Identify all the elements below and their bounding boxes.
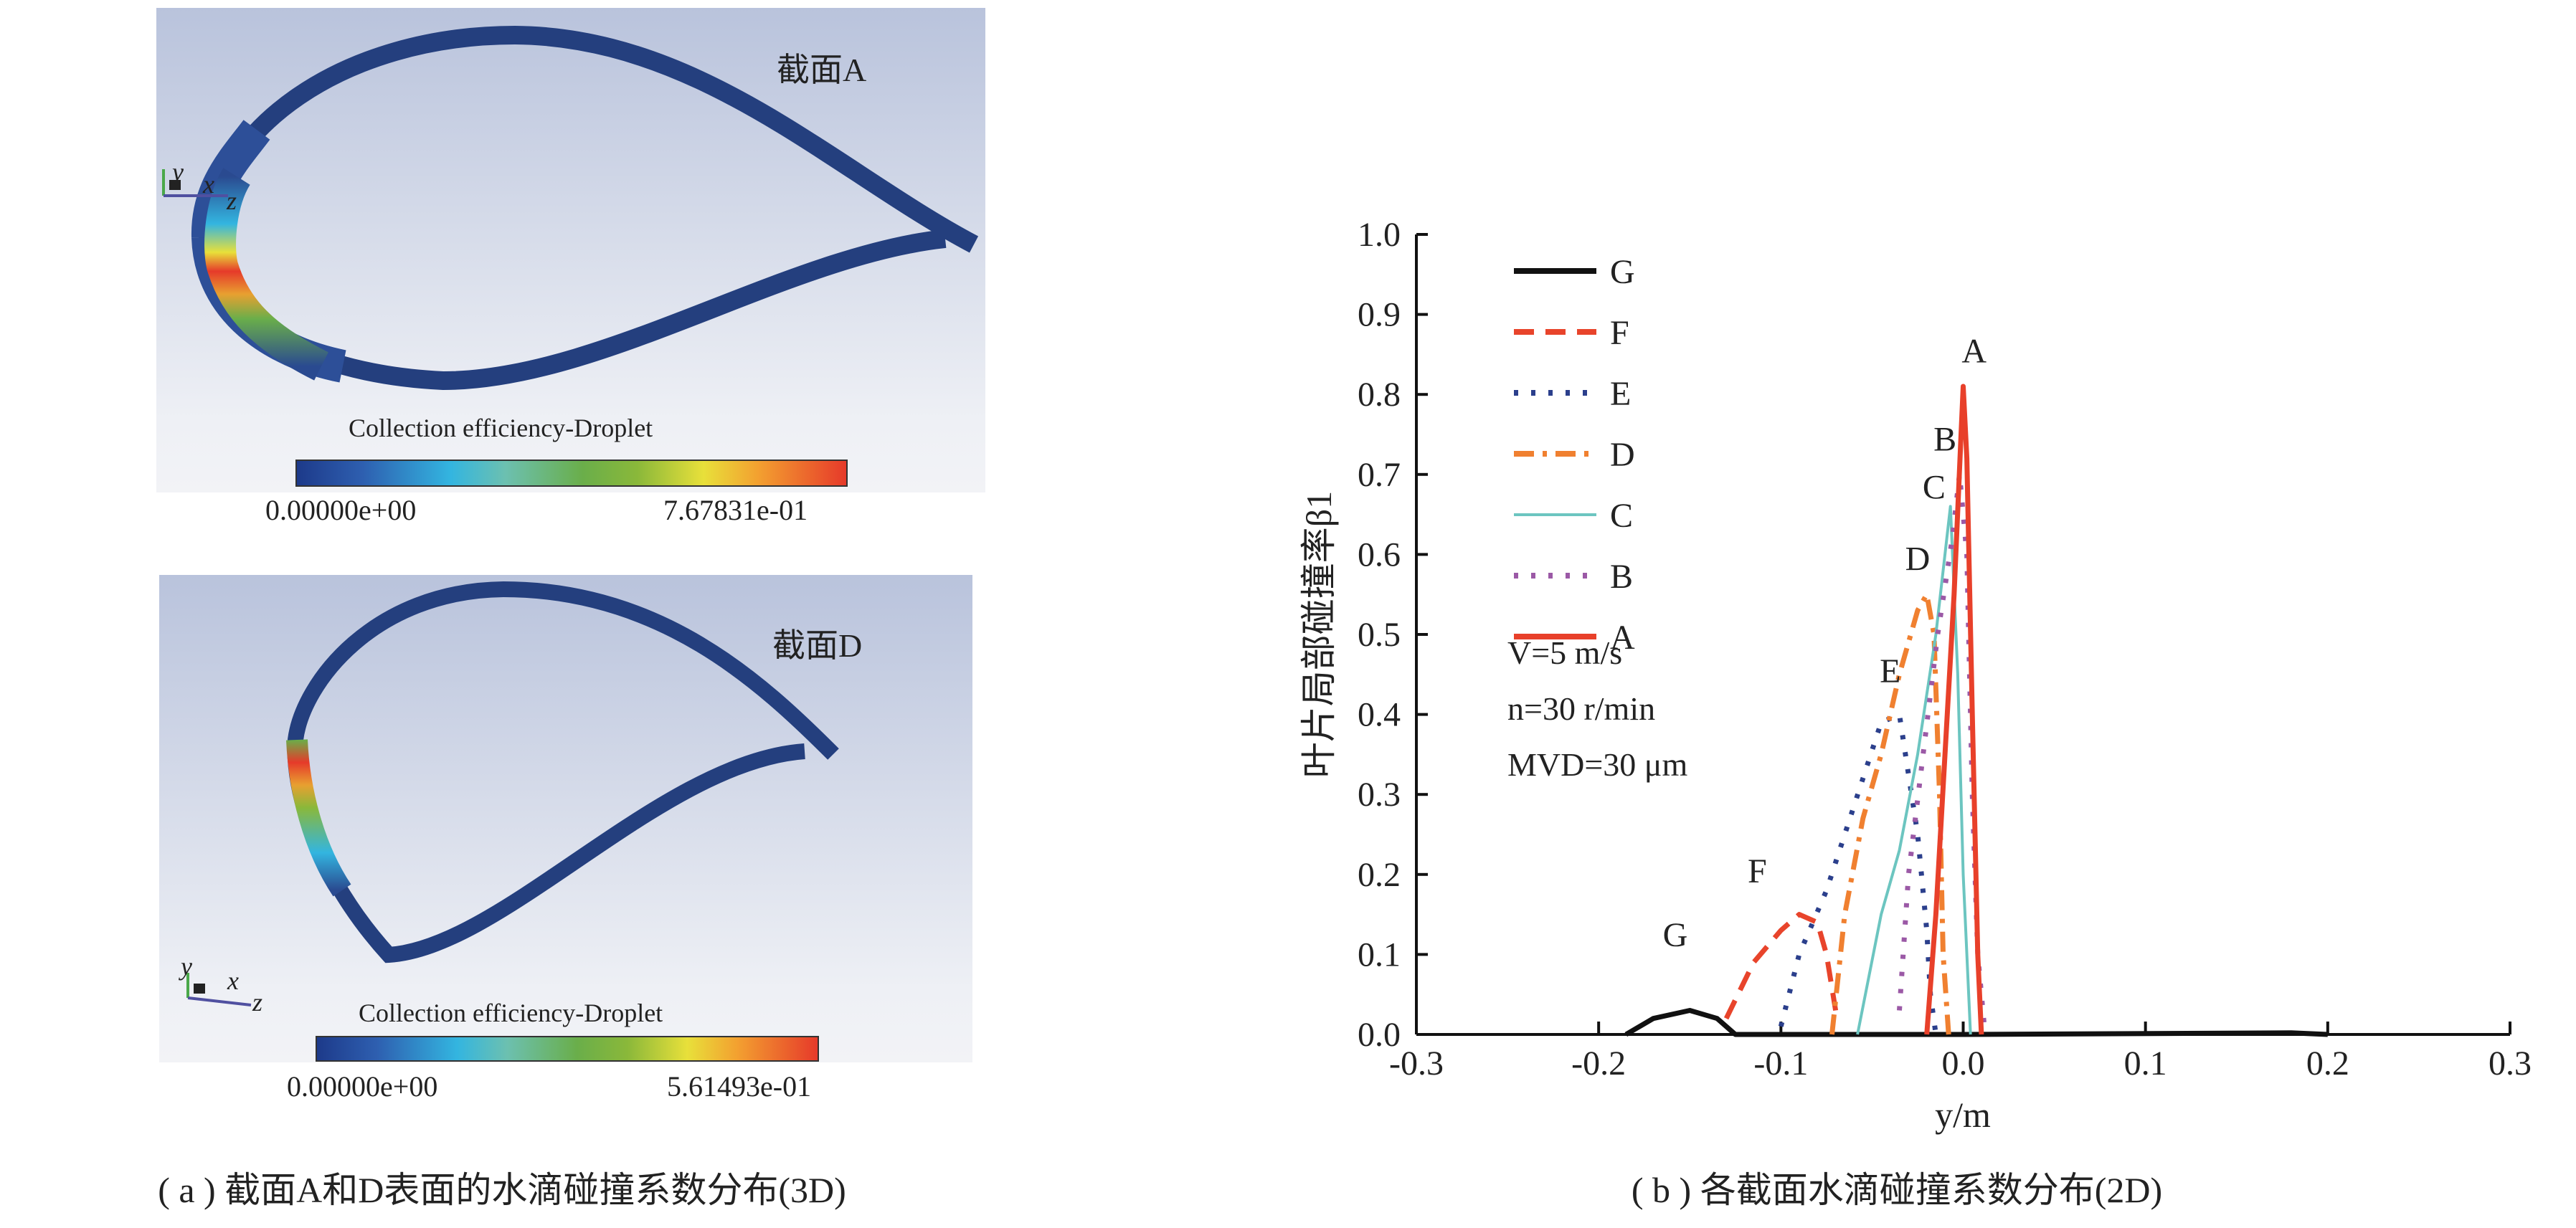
- caption-a: ( a ) 截面A和D表面的水滴碰撞系数分布(3D): [158, 1170, 846, 1210]
- axis-z-label: z: [252, 988, 263, 1017]
- airfoil-section-d: [186, 581, 839, 1006]
- y-tick-label: 0.9: [1358, 296, 1401, 334]
- x-tick-label: -0.2: [1571, 1044, 1626, 1082]
- legend-label-C: C: [1610, 497, 1633, 535]
- colorbar: [295, 460, 848, 487]
- y-tick-label: 0.2: [1358, 856, 1401, 894]
- parameter-velocity: V=5 m/s: [1507, 634, 1623, 671]
- y-tick-label: 0.6: [1358, 536, 1401, 573]
- airfoil-section-a: [162, 25, 979, 391]
- parameter-mvd: MVD=30 μm: [1507, 746, 1688, 783]
- colorbar-title: Collection efficiency-Droplet: [349, 414, 653, 442]
- x-tick-label: 0.0: [1942, 1044, 1985, 1082]
- legend-label-A: A: [1610, 619, 1635, 657]
- y-tick-label: 0.8: [1358, 376, 1401, 414]
- x-tick-label: -0.1: [1753, 1044, 1808, 1082]
- axis-triad: [162, 169, 228, 197]
- x-tick-label: 0.1: [2124, 1044, 2167, 1082]
- legend-label-F: F: [1610, 314, 1629, 352]
- curve-label-A: A: [1961, 333, 1987, 371]
- colorbar-min-d: 0.00000e+00: [287, 1070, 438, 1103]
- axis-y-label: y: [172, 158, 184, 186]
- y-tick-label: 0.0: [1358, 1016, 1401, 1054]
- colorbar-title: Collection efficiency-Droplet: [359, 999, 663, 1027]
- legend-label-G: G: [1610, 253, 1635, 291]
- series-line-C: [1856, 505, 1972, 1035]
- series-line-G: [1624, 1008, 2328, 1037]
- axis-x-label: x: [227, 966, 239, 995]
- colorbar-max-a: 7.67831e-01: [663, 494, 808, 526]
- axis-z-label: z: [227, 186, 237, 215]
- curve-label-C: C: [1923, 468, 1946, 506]
- axis-y-label: y: [181, 952, 192, 981]
- x-axis-label: y/m: [1935, 1095, 1991, 1135]
- curve-label-B: B: [1933, 420, 1956, 458]
- airfoil-panel-d: 截面D y x z Collection efficiency-Droplet: [159, 575, 972, 1062]
- y-axis-label: 叶片局部碰撞率β1: [1299, 490, 1339, 779]
- series-line-D: [1829, 591, 1951, 1035]
- y-tick-label: 1.0: [1358, 216, 1401, 254]
- y-tick-label: 0.4: [1358, 696, 1401, 734]
- series-line-A: [1924, 384, 1984, 1035]
- legend-label-E: E: [1610, 375, 1631, 413]
- series-line-F: [1723, 912, 1839, 1020]
- curve-label-F: F: [1748, 852, 1767, 890]
- colorbar-max-d: 5.61493e-01: [667, 1070, 812, 1103]
- series-line-E: [1778, 712, 1938, 1035]
- y-tick-label: 0.7: [1358, 456, 1401, 494]
- x-tick-label: -0.3: [1389, 1044, 1444, 1082]
- axis-x-label: x: [203, 170, 214, 199]
- colorbar-min-a: 0.00000e+00: [265, 494, 417, 526]
- legend-label-D: D: [1610, 436, 1635, 474]
- parameter-rotation-speed: n=30 r/min: [1507, 690, 1656, 727]
- y-tick-label: 0.3: [1358, 776, 1401, 814]
- section-label-d: 截面D: [772, 627, 863, 664]
- y-tick-label: 0.5: [1358, 616, 1401, 654]
- curve-label-E: E: [1880, 652, 1900, 690]
- x-tick-label: 0.2: [2306, 1044, 2349, 1082]
- colorbar: [316, 1036, 819, 1062]
- airfoil-panel-a: 截面A y x z Collection efficiency-Droplet: [156, 8, 985, 492]
- section-label-a: 截面A: [777, 52, 867, 88]
- x-tick-label: 0.3: [2489, 1044, 2532, 1082]
- y-tick-label: 0.1: [1358, 936, 1401, 974]
- legend-label-B: B: [1610, 558, 1633, 596]
- curve-label-G: G: [1663, 916, 1688, 954]
- curve-label-D: D: [1905, 541, 1931, 579]
- axis-triad: [186, 973, 252, 1006]
- caption-b: ( b ) 各截面水滴碰撞系数分布(2D): [1631, 1170, 2163, 1210]
